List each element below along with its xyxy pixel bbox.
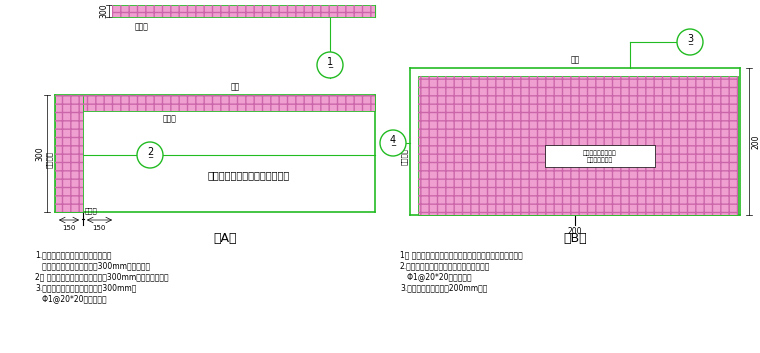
Text: Φ1@20*20镀锁锂网。: Φ1@20*20镀锁锂网。 xyxy=(35,294,106,304)
Text: 1． 蝒压加气砼砥块室内混合砂浆墙面均满挂耐碱玻纤网，: 1． 蝒压加气砼砥块室内混合砂浆墙面均满挂耐碱玻纤网， xyxy=(400,251,523,259)
Text: ─: ─ xyxy=(391,143,395,149)
Bar xyxy=(112,5,375,17)
Text: ─: ─ xyxy=(688,42,692,48)
Text: 200: 200 xyxy=(752,134,760,149)
Text: 1.蝒压加气砼砥块以外各种砥体内墙: 1.蝒压加气砼砥块以外各种砥体内墙 xyxy=(35,251,112,259)
Text: 2: 2 xyxy=(147,147,153,157)
Bar xyxy=(545,145,655,167)
Text: 加强网: 加强网 xyxy=(135,23,149,31)
Text: 蒸压加气砼砌块以外各种砌体墙: 蒸压加气砼砌块以外各种砌体墙 xyxy=(208,170,290,180)
Bar xyxy=(83,95,375,111)
Text: 3: 3 xyxy=(687,34,693,44)
Bar xyxy=(418,76,738,215)
Text: 砼梁: 砼梁 xyxy=(230,82,239,91)
Text: （B）: （B） xyxy=(563,232,587,245)
Circle shape xyxy=(137,142,163,168)
Text: ─: ─ xyxy=(148,155,152,161)
Text: 砼梁: 砼梁 xyxy=(570,55,580,64)
Text: 加强网: 加强网 xyxy=(163,114,177,124)
Text: 200: 200 xyxy=(568,227,582,237)
Text: 2． 若设计为混合砂浆墙面，宜挂300mm宽耐碱玻纤网，: 2． 若设计为混合砂浆墙面，宜挂300mm宽耐碱玻纤网， xyxy=(35,273,169,281)
Circle shape xyxy=(677,29,703,55)
Text: 蝒压加气砼砥块室内: 蝒压加气砼砥块室内 xyxy=(583,150,617,156)
Text: 1: 1 xyxy=(327,57,333,67)
Text: 4: 4 xyxy=(390,135,396,145)
Text: ─: ─ xyxy=(328,65,332,71)
Text: 3.若设计为水泥砂浆墙面，宜挂300mm宽: 3.若设计为水泥砂浆墙面，宜挂300mm宽 xyxy=(35,283,136,293)
Text: 150: 150 xyxy=(92,225,106,231)
Bar xyxy=(112,5,375,17)
Text: 砼柱成缝: 砼柱成缝 xyxy=(46,151,53,168)
Text: 满挂耐碱玻纤网: 满挂耐碱玻纤网 xyxy=(587,157,613,163)
Text: 加强网: 加强网 xyxy=(85,207,98,214)
Text: 300: 300 xyxy=(36,146,45,161)
Bar xyxy=(55,95,83,212)
Text: 150: 150 xyxy=(62,225,76,231)
Text: 均在不同材料界面处，增设300mm宽加强网，: 均在不同材料界面处，增设300mm宽加强网， xyxy=(35,262,150,270)
Circle shape xyxy=(317,52,343,78)
Bar xyxy=(418,76,738,215)
Bar xyxy=(55,95,83,212)
Text: 砼柱成缝: 砼柱成缝 xyxy=(401,148,408,165)
Text: 3.与砼柱、梁、墙相交200mm宽。: 3.与砼柱、梁、墙相交200mm宽。 xyxy=(400,283,487,293)
Text: Φ1@20*20镀锁锂网，: Φ1@20*20镀锁锂网， xyxy=(400,273,472,281)
Text: 300: 300 xyxy=(100,4,109,18)
Bar xyxy=(83,95,375,111)
Text: （A）: （A） xyxy=(214,232,237,245)
Text: 2.蝒压加气砼砥块室内水泥砂浆墙面宜满挂: 2.蝒压加气砼砥块室内水泥砂浆墙面宜满挂 xyxy=(400,262,490,270)
Circle shape xyxy=(380,130,406,156)
